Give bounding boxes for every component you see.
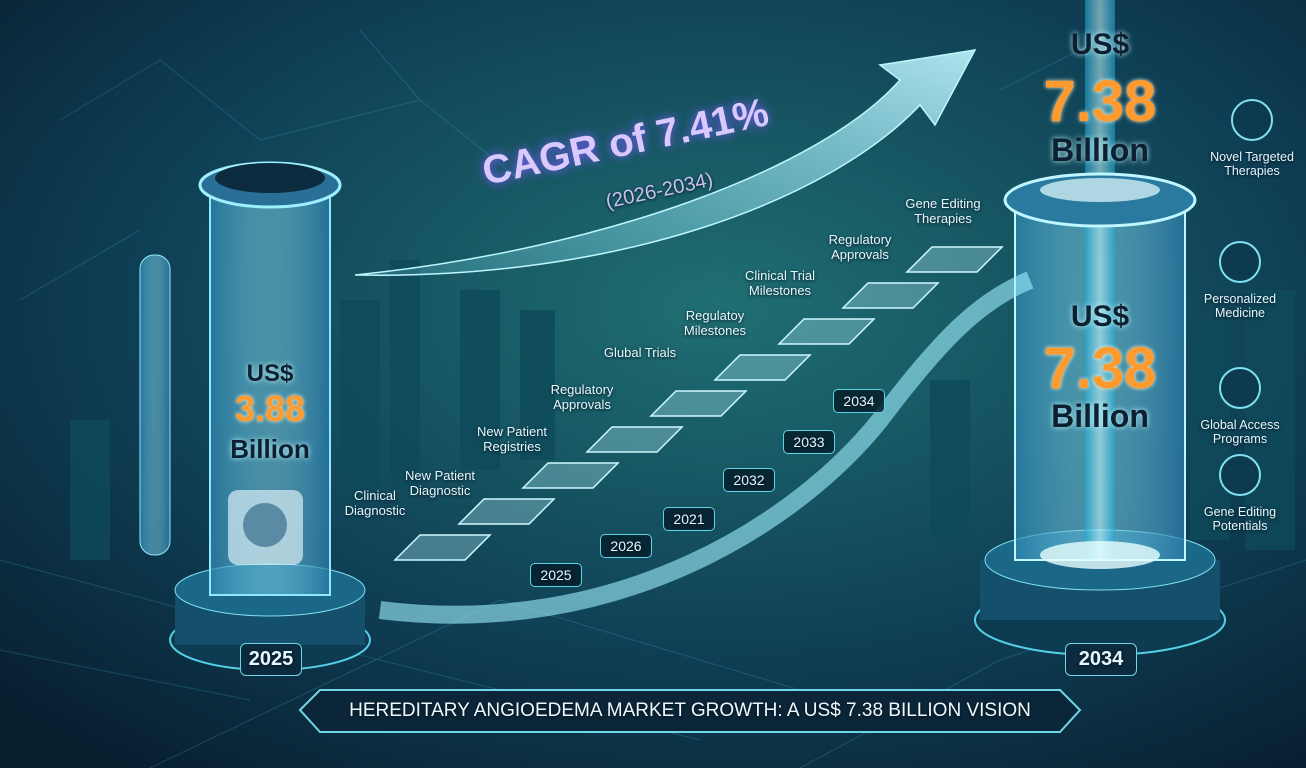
step-year: 2026: [600, 534, 652, 558]
left-currency: US$: [246, 360, 294, 387]
feature-label: Gene Editing Potentials: [1203, 505, 1277, 533]
right-year: 2034: [1065, 643, 1137, 676]
mid-unit: Billion: [1051, 398, 1149, 434]
left-cylinder: [169, 161, 371, 671]
step-label: Glubal Trials: [603, 345, 677, 360]
step-label: Regulatory Approvals: [550, 382, 614, 412]
footer-banner: [298, 689, 1082, 733]
right-cylinder: [974, 0, 1226, 656]
step-year: 2025: [530, 563, 582, 587]
step-label: Regulatoy Milestones: [683, 308, 747, 338]
feature-icon: [1219, 454, 1261, 496]
left-amount: 3.88: [234, 388, 306, 429]
step: [841, 282, 940, 309]
step: [777, 318, 876, 345]
step: [905, 246, 1004, 273]
top-amount: 7.38: [1043, 69, 1157, 134]
feature-label: Personalized Medicine: [1203, 292, 1277, 320]
feature-icon: [1219, 367, 1261, 409]
feature-icon: [1231, 99, 1273, 141]
feature-label: Novel Targeted Therapies: [1210, 150, 1294, 178]
mid-currency: US$: [1070, 300, 1130, 333]
step-label: New Patient Registries: [476, 424, 548, 454]
footer-title: HEREDITARY ANGIOEDEMA MARKET GROWTH: A U…: [349, 700, 1031, 721]
step: [649, 390, 748, 417]
staircase: [393, 246, 1004, 561]
feature-label: Global Access Programs: [1200, 418, 1280, 446]
top-unit: Billion: [1051, 132, 1149, 168]
step: [457, 498, 556, 525]
step-year: 2033: [783, 430, 835, 454]
step-label: Clinical Diagnostic: [344, 488, 406, 518]
top-currency: US$: [1070, 28, 1130, 61]
mid-amount: 7.38: [1043, 336, 1157, 401]
step-year: 2021: [663, 507, 715, 531]
step: [393, 534, 492, 561]
step-label: New Patient Diagnostic: [404, 468, 476, 498]
step: [713, 354, 812, 381]
left-unit: Billion: [230, 434, 310, 464]
step-label: Clinical Trial Milestones: [744, 268, 816, 298]
step-label: Regulatory Approvals: [828, 232, 892, 262]
city-silhouette: [70, 260, 1295, 560]
step: [585, 426, 684, 453]
step-year: 2034: [833, 389, 885, 413]
growth-ribbon: [378, 271, 1034, 624]
step-year: 2032: [723, 468, 775, 492]
test-tube: [139, 254, 171, 556]
left-year: 2025: [240, 643, 302, 676]
feature-icon: [1219, 241, 1261, 283]
growth-arrow: [354, 49, 977, 276]
step-label: Gene Editing Therapies: [905, 196, 981, 226]
step: [521, 462, 620, 489]
